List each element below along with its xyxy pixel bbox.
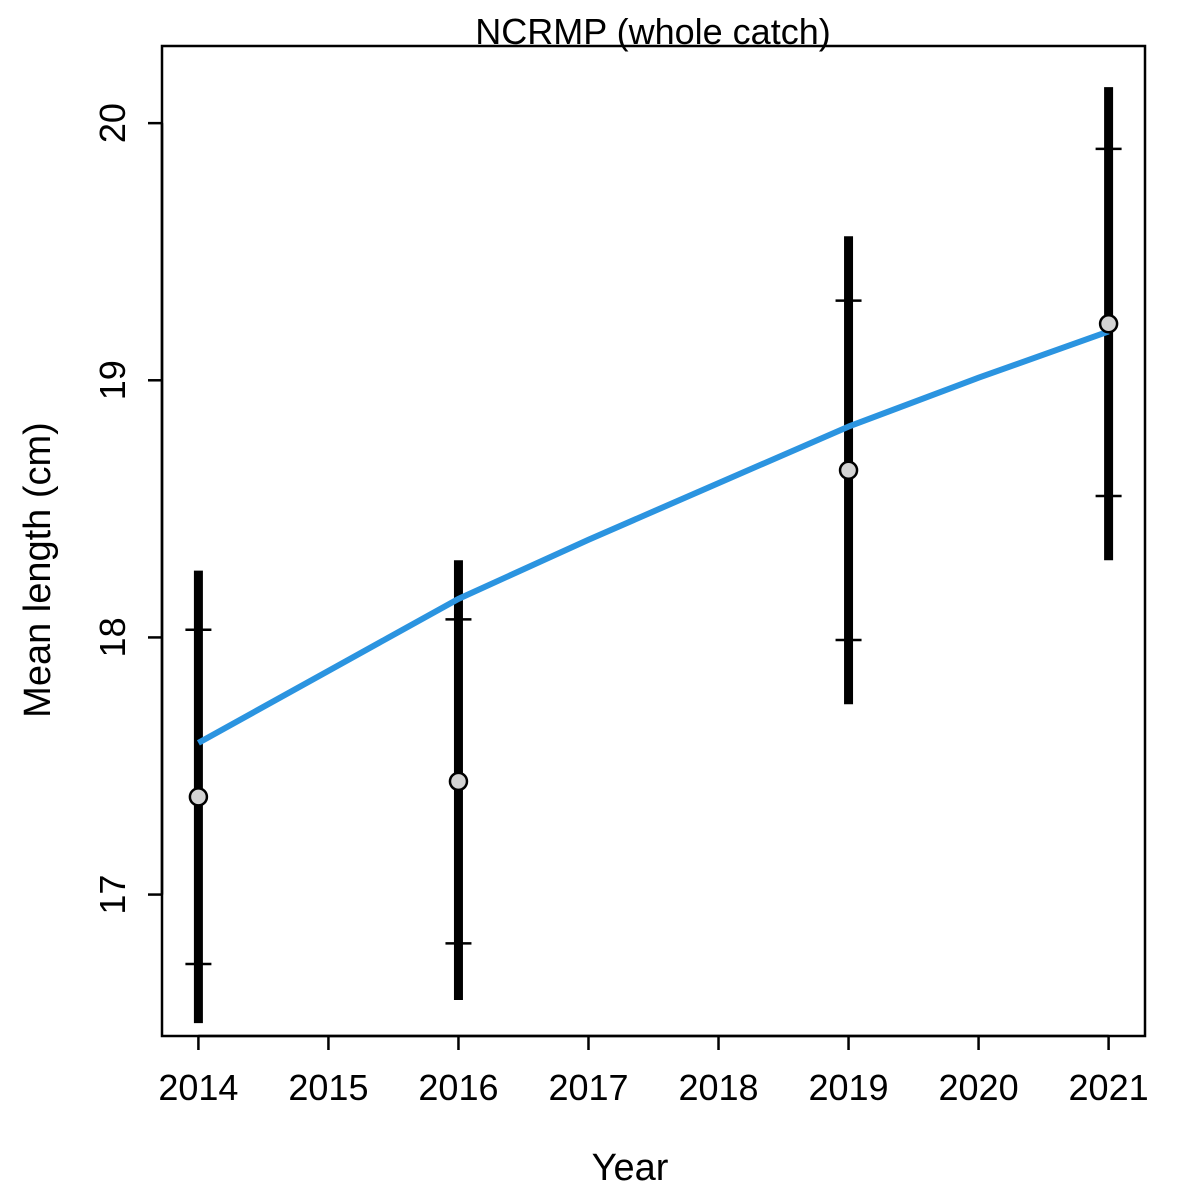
x-axis: 2014 2015 2016 2017 2018 2019 2020 2021 — [158, 1034, 1149, 1108]
fit-line — [196, 328, 1110, 746]
y-tick-label: 20 — [92, 103, 133, 143]
y-tick-label: 18 — [92, 617, 133, 657]
y-axis: 17 18 19 20 — [92, 103, 164, 915]
data-point — [188, 787, 209, 807]
x-tick-label: 2015 — [288, 1067, 368, 1108]
y-axis-title: Mean length (cm) — [17, 422, 59, 718]
x-tick-label: 2021 — [1069, 1067, 1149, 1108]
interval-ticks — [185, 147, 1122, 966]
x-axis-title: Year — [592, 1147, 669, 1189]
data-point — [838, 460, 859, 481]
x-tick-label: 2017 — [548, 1067, 628, 1108]
y-tick-label: 19 — [92, 360, 133, 400]
x-tick-label: 2016 — [418, 1067, 498, 1108]
x-tick-label: 2014 — [158, 1067, 238, 1108]
data-point — [1098, 313, 1119, 334]
x-tick-label: 2020 — [939, 1067, 1019, 1108]
y-tick-label: 17 — [92, 875, 133, 915]
data-point — [448, 771, 469, 792]
fit-line-group — [196, 328, 1110, 746]
x-tick-label: 2018 — [678, 1067, 758, 1108]
data-points — [188, 313, 1119, 807]
chart-title: NCRMP (whole catch) — [475, 11, 830, 52]
x-tick-label: 2019 — [808, 1067, 888, 1108]
